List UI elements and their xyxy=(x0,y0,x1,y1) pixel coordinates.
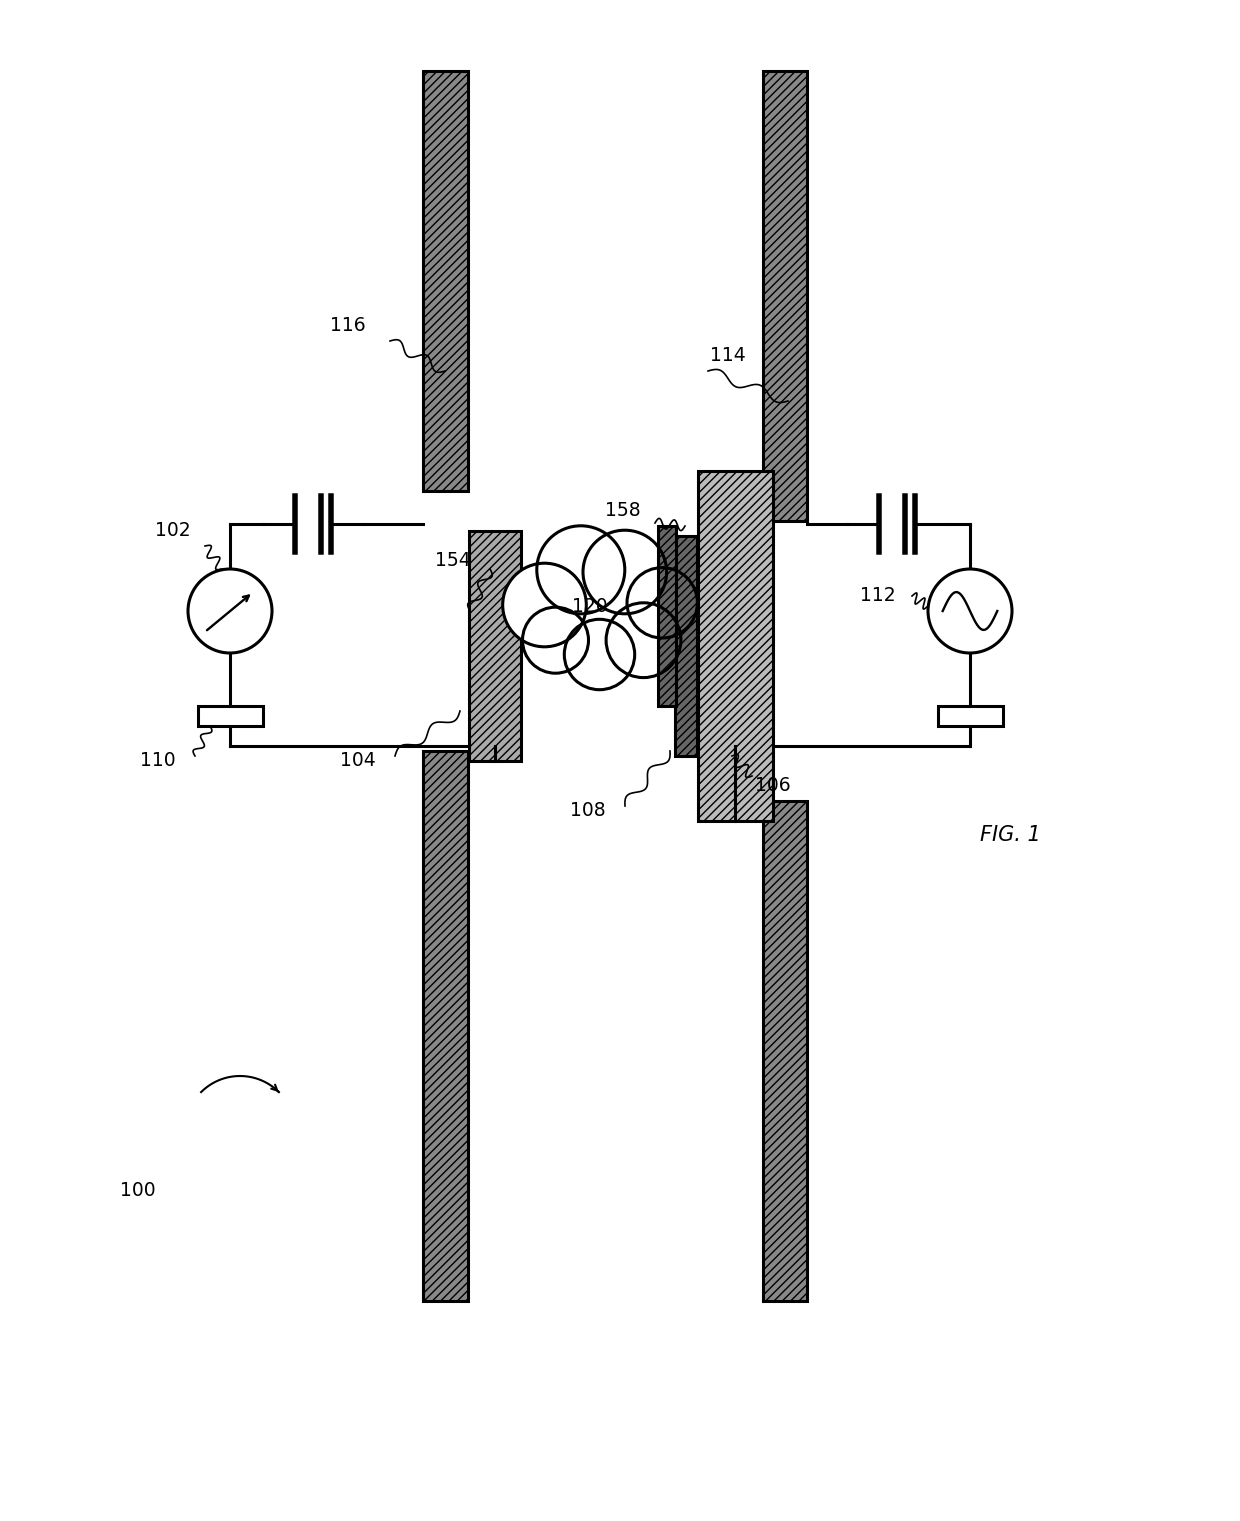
Circle shape xyxy=(522,607,589,674)
Text: 108: 108 xyxy=(570,802,605,820)
Circle shape xyxy=(537,526,625,614)
Text: 104: 104 xyxy=(340,751,376,770)
Circle shape xyxy=(627,567,697,637)
Text: 106: 106 xyxy=(755,776,791,795)
Bar xyxy=(763,802,807,1300)
Bar xyxy=(658,526,677,706)
Text: 112: 112 xyxy=(861,586,895,605)
Bar xyxy=(697,472,773,821)
Text: 154: 154 xyxy=(435,551,471,570)
Bar xyxy=(423,71,467,491)
Circle shape xyxy=(188,569,272,653)
Bar xyxy=(763,71,807,522)
Bar xyxy=(469,531,521,760)
Circle shape xyxy=(606,602,681,677)
Bar xyxy=(676,535,697,756)
Text: 102: 102 xyxy=(155,522,191,540)
Text: 158: 158 xyxy=(605,500,641,520)
Text: 110: 110 xyxy=(140,751,176,770)
Circle shape xyxy=(564,619,635,689)
Bar xyxy=(423,751,467,1300)
Circle shape xyxy=(928,569,1012,653)
Circle shape xyxy=(583,531,667,614)
Circle shape xyxy=(502,563,587,646)
Text: FIG. 1: FIG. 1 xyxy=(980,824,1040,846)
Text: 114: 114 xyxy=(711,345,745,365)
Bar xyxy=(937,706,1002,726)
Bar xyxy=(197,706,263,726)
Text: 116: 116 xyxy=(330,316,366,335)
Text: 100: 100 xyxy=(120,1180,156,1200)
Text: 120: 120 xyxy=(572,596,608,616)
